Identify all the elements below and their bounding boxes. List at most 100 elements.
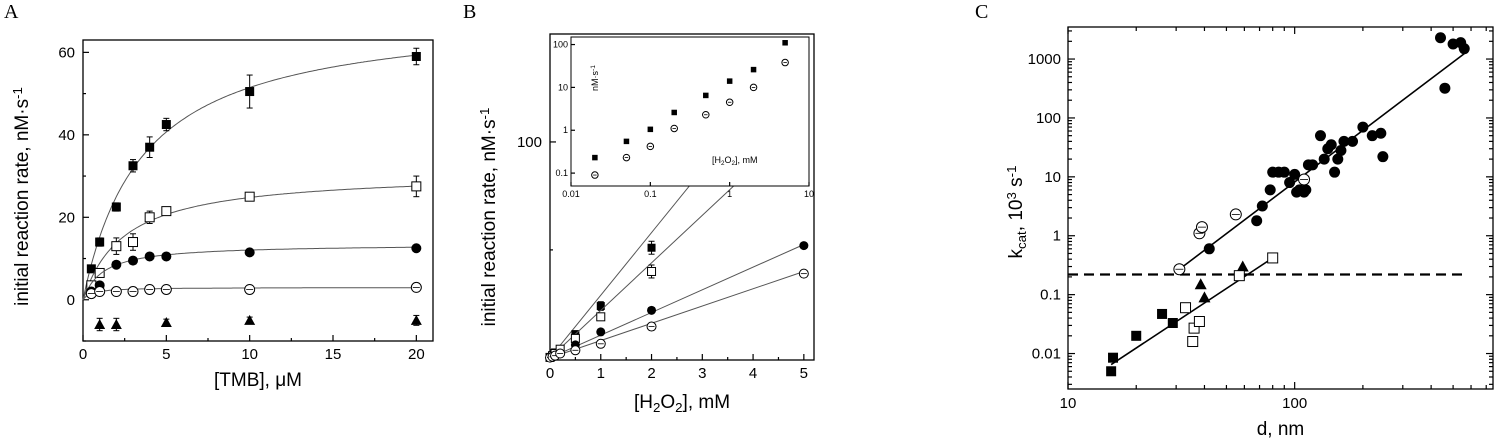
inset-y-label-sup: -1 [590,65,597,71]
inset-y-tick-label: 1 [563,125,568,135]
y-axis-label-sup: -1 [477,108,492,120]
data-point [1298,173,1311,186]
inset-y-tick-label: 10 [558,82,568,92]
x-axis-label-part: 2 [675,400,682,415]
inset-x-tick-label: 0.01 [562,189,580,199]
inset-x-axis-label-part: O [725,155,732,165]
data-point [647,243,656,252]
y-tick-label: 100 [1036,110,1061,127]
inset-data-point [725,98,734,107]
x-tick-label: 5 [162,346,170,363]
panel-a-frame [82,39,434,342]
x-axis-label: [H2O2], mM [634,392,730,415]
y-tick-label: 0.01 [1032,346,1061,363]
panel-a: A 0 5 10 15 20 0 20 40 60 [TMB], μM initial reactio… [4,1,434,391]
x-axis-label: [TMB], μM [214,370,302,391]
panel-letter-b: B [463,1,476,23]
data-point [411,51,421,61]
panel-letter-a: A [4,1,19,23]
inset-data-point [646,142,655,151]
x-tick-label: 3 [698,365,706,382]
data-point [1131,330,1142,341]
x-tick-label: 4 [749,365,757,382]
x-tick-label: 15 [325,346,342,363]
data-point [161,206,172,217]
series-open-circle [1173,173,1311,276]
data-point [647,305,657,315]
data-point [1332,153,1344,165]
data-point [1284,177,1296,189]
series-filled-circle [545,241,809,363]
inset-y-label-main: nM·s [590,71,600,91]
inset-series-filled-square [592,40,788,161]
data-point [1195,221,1208,234]
y-tick-label: 60 [58,44,75,61]
x-tick-label: 5 [800,365,808,382]
data-point [161,251,172,262]
panel-letter-c: C [975,1,988,23]
data-point [410,281,422,293]
data-point [1347,135,1359,147]
x-tick-label: 0 [546,365,554,382]
data-point [1318,153,1330,165]
data-point [646,321,657,332]
x-axis-label-part: O [660,392,675,413]
data-point [555,348,566,359]
data-point [94,286,106,298]
data-point [144,251,155,262]
data-point [1264,184,1276,196]
data-point [244,247,255,258]
x-tick-label: 0 [79,346,87,363]
data-point [95,237,105,247]
data-point [1108,352,1119,363]
y-axis-label-part: , 10 [1006,200,1027,232]
inset-data-point [782,40,788,46]
data-point [111,259,122,270]
y-axis-label-sup: -1 [10,87,25,99]
y-axis-label: initial reaction rate, nM·s-1 [477,108,500,327]
data-point [245,87,255,97]
data-point [1307,159,1319,171]
inset-frame [570,36,810,187]
x-tick-label: 10 [241,346,258,363]
x-tick-label: 10 [1060,395,1077,412]
data-point [1375,127,1387,139]
x-tick-label: 100 [1282,395,1307,412]
inset-y-axis-label: nM·s-1 [590,65,600,91]
data-point [111,202,121,212]
data-point [144,283,156,295]
data-point [1256,200,1268,212]
y-axis-label-part: k [1006,248,1027,258]
data-point [1198,291,1211,303]
x-tick-label: 2 [647,365,655,382]
data-point [1439,82,1451,94]
data-point [1338,135,1350,147]
y-tick-label: 0 [67,292,75,309]
data-point [799,241,809,251]
data-point [1329,166,1341,178]
inset-data-point [670,124,678,133]
data-point [1193,315,1205,327]
y-axis-label-main: initial reaction rate, nM·s [479,119,500,326]
data-point [1289,168,1301,180]
series-open-square [82,175,422,300]
data-point [161,120,171,130]
data-point [410,314,422,325]
inset-data-point [623,138,630,145]
data-point [1278,166,1290,178]
series-open-square [1180,252,1279,348]
data-point [86,264,96,274]
inset-x-tick-label: 1 [727,189,732,199]
data-point [1180,302,1192,314]
x-axis-label-part: ], mM [683,392,731,413]
x-tick-label: 1 [597,365,605,382]
x-axis-label: d, nm [1257,419,1305,440]
data-point [596,312,606,322]
data-point [160,283,172,295]
data-point [94,267,105,278]
inset-data-point [622,153,631,162]
data-point [160,316,172,327]
y-axis-label-main: initial reaction rate, nM·s [12,99,33,306]
